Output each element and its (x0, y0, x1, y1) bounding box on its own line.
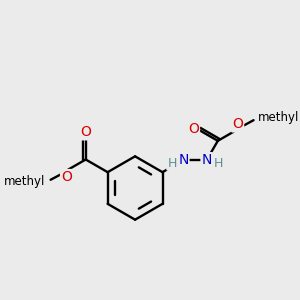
Text: H: H (167, 157, 177, 170)
Text: O: O (188, 122, 199, 136)
Text: methyl: methyl (257, 111, 299, 124)
Text: H: H (213, 157, 223, 170)
Text: O: O (61, 170, 72, 184)
Text: O: O (80, 125, 91, 140)
Text: O: O (232, 118, 243, 131)
Text: N: N (202, 153, 212, 167)
Text: N: N (178, 153, 188, 167)
Text: methyl: methyl (4, 175, 45, 188)
